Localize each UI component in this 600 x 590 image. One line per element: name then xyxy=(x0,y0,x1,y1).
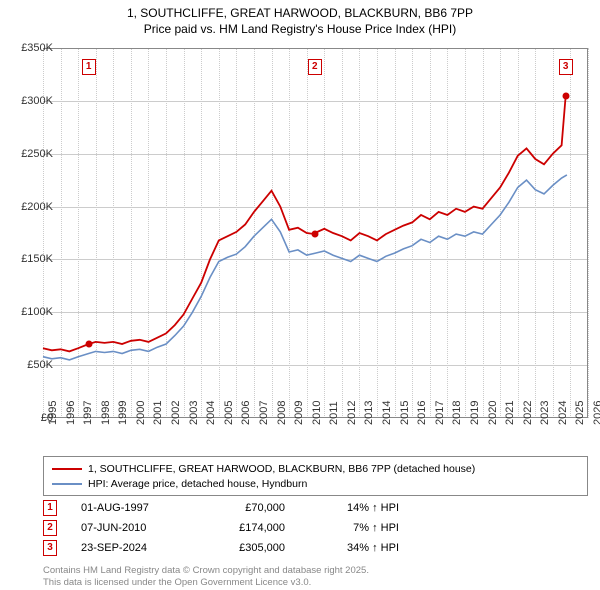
x-tick-label: 2026 xyxy=(592,401,600,425)
x-tick-label: 2000 xyxy=(135,401,147,425)
legend-item: 1, SOUTHCLIFFE, GREAT HARWOOD, BLACKBURN… xyxy=(52,461,579,476)
table-price: £305,000 xyxy=(205,542,285,554)
y-tick-label: £200K xyxy=(13,201,53,213)
x-tick-label: 1996 xyxy=(65,401,77,425)
table-pct: 7% ↑ HPI xyxy=(309,522,399,534)
x-tick-label: 1997 xyxy=(82,401,94,425)
table-price: £70,000 xyxy=(205,502,285,514)
x-tick-label: 2020 xyxy=(487,401,499,425)
table-price: £174,000 xyxy=(205,522,285,534)
table-date: 07-JUN-2010 xyxy=(81,522,181,534)
x-tick-label: 2005 xyxy=(223,401,235,425)
chart-marker-box: 1 xyxy=(82,59,96,75)
legend: 1, SOUTHCLIFFE, GREAT HARWOOD, BLACKBURN… xyxy=(43,456,588,496)
table-pct: 34% ↑ HPI xyxy=(309,542,399,554)
chart-marker-dot xyxy=(562,92,569,99)
x-tick-label: 2012 xyxy=(346,401,358,425)
table-date: 23-SEP-2024 xyxy=(81,542,181,554)
series-line xyxy=(43,96,566,352)
x-tick-label: 1995 xyxy=(47,401,59,425)
x-tick-label: 2002 xyxy=(170,401,182,425)
table-row: 3 23-SEP-2024 £305,000 34% ↑ HPI xyxy=(43,538,399,558)
table-row: 1 01-AUG-1997 £70,000 14% ↑ HPI xyxy=(43,498,399,518)
x-tick-label: 2018 xyxy=(451,401,463,425)
x-tick-label: 2016 xyxy=(416,401,428,425)
x-tick-label: 2023 xyxy=(539,401,551,425)
price-table: 1 01-AUG-1997 £70,000 14% ↑ HPI 2 07-JUN… xyxy=(43,498,399,558)
legend-swatch xyxy=(52,483,82,485)
chart-marker-box: 2 xyxy=(308,59,322,75)
x-tick-label: 2003 xyxy=(188,401,200,425)
y-tick-label: £300K xyxy=(13,95,53,107)
y-tick-label: £250K xyxy=(13,148,53,160)
marker-icon: 3 xyxy=(43,540,57,556)
chart-marker-dot xyxy=(85,341,92,348)
chart-container: 1, SOUTHCLIFFE, GREAT HARWOOD, BLACKBURN… xyxy=(0,0,600,590)
x-tick-label: 2011 xyxy=(328,401,340,425)
x-tick-label: 2009 xyxy=(293,401,305,425)
x-tick-label: 2021 xyxy=(504,401,516,425)
chart-marker-dot xyxy=(311,231,318,238)
x-tick-label: 2025 xyxy=(574,401,586,425)
x-tick-label: 2010 xyxy=(311,401,323,425)
grid-v xyxy=(588,48,589,418)
x-tick-label: 2015 xyxy=(399,401,411,425)
footer-line-2: This data is licensed under the Open Gov… xyxy=(43,577,369,588)
footer-attribution: Contains HM Land Registry data © Crown c… xyxy=(43,565,369,588)
table-row: 2 07-JUN-2010 £174,000 7% ↑ HPI xyxy=(43,518,399,538)
y-tick-label: £150K xyxy=(13,253,53,265)
x-tick-label: 2022 xyxy=(522,401,534,425)
legend-item: HPI: Average price, detached house, Hynd… xyxy=(52,476,579,491)
chart-title: 1, SOUTHCLIFFE, GREAT HARWOOD, BLACKBURN… xyxy=(0,0,600,37)
table-date: 01-AUG-1997 xyxy=(81,502,181,514)
y-tick-label: £50K xyxy=(13,359,53,371)
marker-icon: 2 xyxy=(43,520,57,536)
marker-icon: 1 xyxy=(43,500,57,516)
title-line-1: 1, SOUTHCLIFFE, GREAT HARWOOD, BLACKBURN… xyxy=(0,6,600,22)
x-tick-label: 2013 xyxy=(363,401,375,425)
legend-label: HPI: Average price, detached house, Hynd… xyxy=(88,478,307,490)
x-tick-label: 1998 xyxy=(100,401,112,425)
legend-label: 1, SOUTHCLIFFE, GREAT HARWOOD, BLACKBURN… xyxy=(88,463,475,475)
x-tick-label: 2006 xyxy=(240,401,252,425)
footer-line-1: Contains HM Land Registry data © Crown c… xyxy=(43,565,369,576)
legend-swatch xyxy=(52,468,82,470)
x-tick-label: 2008 xyxy=(276,401,288,425)
x-tick-label: 2019 xyxy=(469,401,481,425)
y-tick-label: £100K xyxy=(13,306,53,318)
x-tick-label: 2004 xyxy=(205,401,217,425)
title-line-2: Price paid vs. HM Land Registry's House … xyxy=(0,22,600,38)
x-tick-label: 1999 xyxy=(117,401,129,425)
x-tick-label: 2014 xyxy=(381,401,393,425)
x-tick-label: 2001 xyxy=(152,401,164,425)
chart-marker-box: 3 xyxy=(559,59,573,75)
x-tick-label: 2024 xyxy=(557,401,569,425)
x-tick-label: 2007 xyxy=(258,401,270,425)
y-tick-label: £350K xyxy=(13,42,53,54)
x-tick-label: 2017 xyxy=(434,401,446,425)
table-pct: 14% ↑ HPI xyxy=(309,502,399,514)
